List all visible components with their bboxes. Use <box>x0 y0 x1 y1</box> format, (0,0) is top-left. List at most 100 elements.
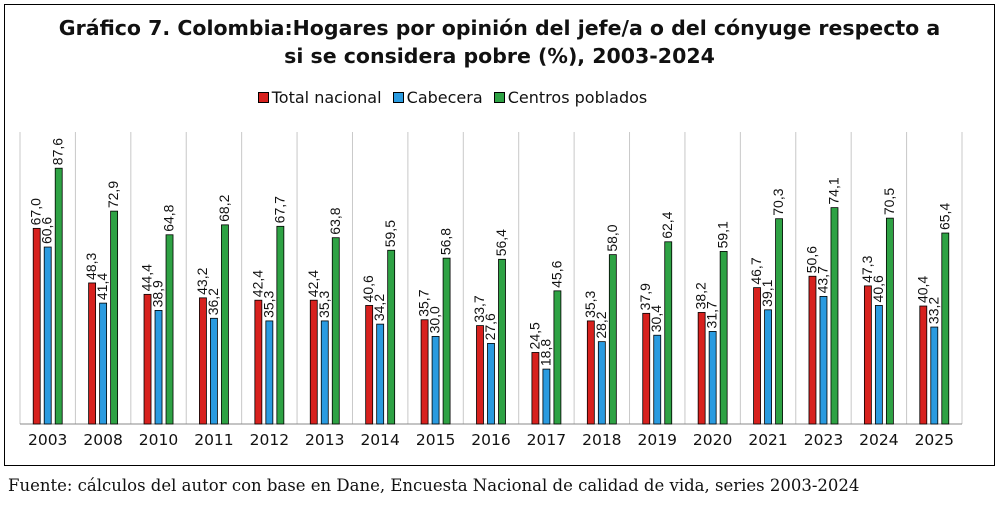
data-label: 43,2 <box>194 267 210 294</box>
data-label: 37,9 <box>637 283 653 310</box>
data-label: 40,4 <box>914 276 930 303</box>
data-label: 30,0 <box>427 306 443 333</box>
x-tick-label: 2024 <box>859 431 898 449</box>
x-tick-label: 2010 <box>139 431 178 449</box>
data-label: 62,4 <box>659 211 675 238</box>
x-tick-label: 2017 <box>527 431 566 449</box>
data-label: 35,3 <box>260 290 276 317</box>
bar-centros <box>331 237 340 425</box>
data-label: 59,5 <box>382 220 398 247</box>
bar-total <box>143 293 152 425</box>
bar-cabecera <box>597 341 606 425</box>
x-tick-label: 2011 <box>194 431 233 449</box>
bar-centros <box>387 249 396 425</box>
bar-cabecera <box>210 317 218 425</box>
bar-total <box>642 312 651 425</box>
bar-cabecera <box>99 302 108 425</box>
data-label: 74,1 <box>825 177 841 204</box>
x-tick-label: 2023 <box>804 431 843 449</box>
data-label: 63,8 <box>327 207 343 234</box>
bar-total <box>254 299 263 425</box>
data-label: 47,3 <box>859 255 875 282</box>
data-label: 41,4 <box>94 273 110 300</box>
bar-total <box>697 312 706 425</box>
chart-title-line-1: Gráfico 7. Colombia:Hogares por opinión … <box>58 16 941 40</box>
data-label: 72,9 <box>105 181 121 208</box>
data-label: 70,5 <box>881 188 897 215</box>
data-label: 70,3 <box>770 188 786 215</box>
data-label: 46,7 <box>748 257 764 284</box>
data-label: 18,8 <box>537 339 553 366</box>
bar-centros <box>165 234 174 425</box>
bar-cabecera <box>43 246 52 425</box>
bar-total <box>919 305 928 425</box>
data-label: 56,4 <box>493 229 509 256</box>
bar-total <box>88 282 97 425</box>
data-label: 35,3 <box>582 290 598 317</box>
legend-label-total: Total nacional <box>271 88 382 107</box>
x-tick-label: 2019 <box>638 431 677 449</box>
bar-centros <box>775 218 783 425</box>
x-tick-label: 2008 <box>83 431 122 449</box>
source-note: Fuente: cálculos del autor con base en D… <box>8 476 860 495</box>
bar-centros <box>553 290 562 425</box>
data-label: 64,8 <box>161 204 177 231</box>
legend-item-centros: Centros poblados <box>493 88 647 107</box>
data-label: 40,6 <box>360 275 376 302</box>
data-label: 45,6 <box>548 260 564 287</box>
bar-centros <box>664 241 673 425</box>
bar-cabecera <box>542 368 551 425</box>
bar-centros <box>276 225 285 425</box>
x-tick-label: 2025 <box>915 431 954 449</box>
bar-centros <box>941 232 950 425</box>
bar-centros <box>221 224 229 425</box>
legend-swatch-cabecera <box>392 92 404 103</box>
bar-centros <box>885 217 894 425</box>
x-tick-label: 2021 <box>748 431 787 449</box>
bar-total <box>199 297 207 425</box>
x-tick-label: 2016 <box>471 431 510 449</box>
data-label: 48,3 <box>83 253 99 280</box>
bar-centros <box>719 251 728 425</box>
data-label: 30,4 <box>648 305 664 332</box>
bar-cabecera <box>487 343 495 425</box>
bar-cabecera <box>930 326 939 425</box>
legend-label-cabecera: Cabecera <box>406 88 483 107</box>
data-label: 35,3 <box>316 290 332 317</box>
bar-cabecera <box>819 295 828 425</box>
bar-total <box>420 319 429 425</box>
data-label: 33,2 <box>925 297 941 324</box>
bar-total <box>863 285 872 425</box>
x-tick-label: 2014 <box>360 431 399 449</box>
data-label: 38,2 <box>693 282 709 309</box>
x-tick-label: 2012 <box>250 431 289 449</box>
data-label: 56,8 <box>438 228 454 255</box>
data-label: 40,6 <box>870 275 886 302</box>
data-label: 24,5 <box>526 322 542 349</box>
x-tick-label: 2013 <box>305 431 344 449</box>
bar-total <box>476 325 484 425</box>
x-tick-label: 2018 <box>582 431 621 449</box>
bar-cabecera <box>376 323 385 425</box>
data-label: 34,2 <box>371 294 387 321</box>
data-label: 60,6 <box>39 217 55 244</box>
bar-centros <box>442 257 451 425</box>
bar-cabecera <box>874 305 883 425</box>
bar-cabecera <box>708 331 717 425</box>
data-label: 28,2 <box>593 311 609 338</box>
legend-swatch-total <box>257 92 269 103</box>
data-label: 33,7 <box>471 295 487 322</box>
data-label: 65,4 <box>936 203 952 230</box>
data-label: 68,2 <box>216 194 232 221</box>
data-label: 42,4 <box>249 270 265 297</box>
bar-centros <box>830 207 839 425</box>
bar-centros <box>54 167 63 425</box>
bar-total <box>309 299 318 425</box>
data-label: 58,0 <box>604 224 620 251</box>
x-tick-label: 2020 <box>693 431 732 449</box>
data-label: 39,1 <box>759 279 775 306</box>
data-label: 31,7 <box>704 301 720 328</box>
data-label: 43,7 <box>814 266 830 293</box>
legend-item-total: Total nacional <box>257 88 382 107</box>
